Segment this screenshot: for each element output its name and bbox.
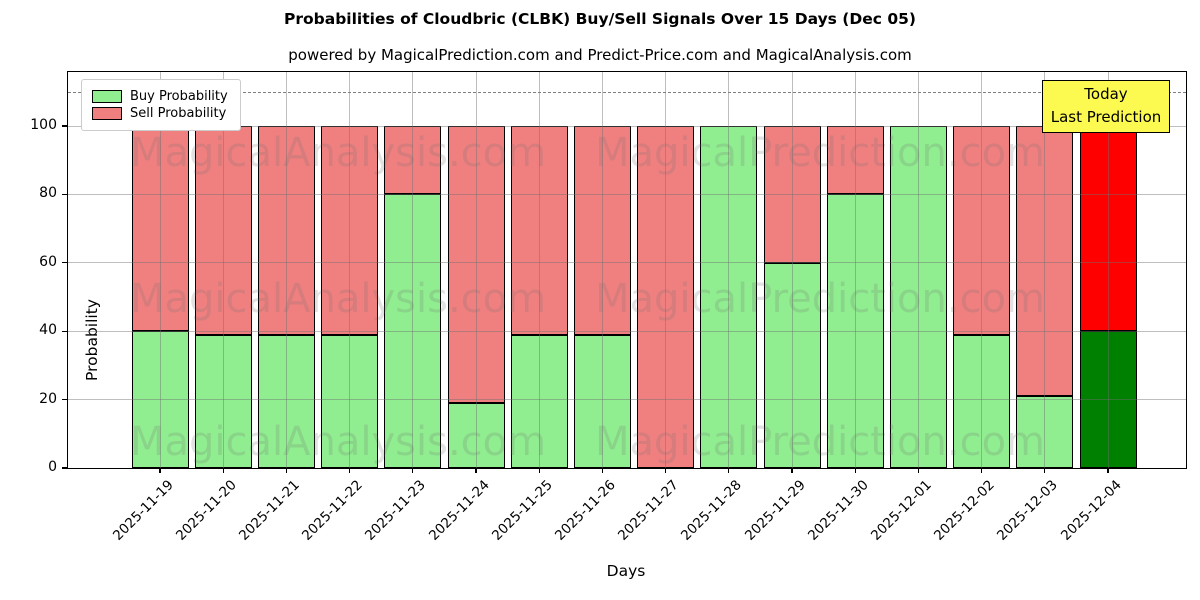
bar-segment-sell [1079, 126, 1137, 332]
x-tick-label: 2025-11-29 [741, 477, 809, 544]
y-tick-label: 40 [39, 322, 57, 339]
legend-buy-label: Buy Probability [130, 89, 228, 104]
x-tick-label: 2025-12-03 [994, 477, 1062, 544]
bar-segment-buy [384, 194, 442, 468]
x-tick-label: 2025-11-19 [109, 477, 177, 544]
x-tick-mark [538, 468, 540, 473]
x-tick-label: 2025-11-22 [299, 477, 366, 544]
bar-segment-buy [889, 126, 947, 468]
bar-segment-buy [321, 334, 379, 468]
x-tick-label: 2025-12-01 [867, 477, 935, 544]
buy-swatch-icon [92, 90, 122, 103]
x-tick-mark [475, 468, 477, 473]
x-tick-label: 2025-11-24 [425, 477, 493, 544]
bar-segment-sell [131, 126, 189, 332]
x-tick-label: 2025-11-21 [235, 477, 303, 544]
sell-swatch-icon [92, 107, 122, 120]
x-tick-mark [980, 468, 983, 473]
legend-sell-label: Sell Probability [130, 106, 227, 121]
x-tick-mark [601, 468, 604, 473]
bar-segment-buy [257, 334, 315, 468]
x-tick-mark [917, 468, 920, 473]
x-tick-mark [728, 468, 730, 473]
bar-segment-buy [763, 262, 821, 468]
chart-title: Probabilities of Cloudbric (CLBK) Buy/Se… [283, 10, 917, 28]
today-annotation-box: Today Last Prediction [1042, 80, 1170, 133]
y-tick-mark [62, 398, 67, 401]
bar-segment-sell [321, 126, 379, 335]
x-tick-mark [159, 468, 161, 473]
y-axis-label: Probability [83, 299, 101, 381]
x-tick-mark [222, 468, 224, 473]
x-tick-label: 2025-11-28 [678, 477, 746, 544]
x-axis-label: Days [606, 562, 646, 580]
bar-segment-buy [953, 334, 1011, 468]
bar-segment-sell [826, 126, 884, 195]
x-tick-label: 2025-12-04 [1057, 477, 1125, 544]
bar-segment-sell [257, 126, 315, 335]
bar-segment-sell [953, 126, 1011, 335]
y-tick-label: 80 [39, 185, 57, 202]
x-tick-label: 2025-11-25 [488, 477, 556, 544]
x-tick-label: 2025-11-30 [804, 477, 872, 544]
legend-row-buy: Buy Probability [92, 89, 228, 104]
y-tick-mark [62, 330, 67, 332]
bar-segment-buy [1079, 331, 1137, 468]
x-tick-label: 2025-11-23 [362, 477, 430, 544]
bar-segment-buy [194, 334, 252, 468]
chart-subtitle: powered by MagicalPrediction.com and Pre… [288, 46, 912, 64]
x-tick-label: 2025-11-20 [172, 477, 240, 544]
y-tick-label: 0 [48, 459, 57, 475]
x-tick-mark [1107, 468, 1109, 473]
x-tick-mark [664, 468, 667, 473]
bar-segment-buy [1016, 396, 1074, 468]
x-tick-label: 2025-11-26 [551, 477, 619, 544]
x-tick-label: 2025-11-27 [615, 477, 682, 544]
y-tick-label: 20 [39, 390, 57, 407]
bar-segment-sell [447, 126, 505, 404]
bar-segment-sell [194, 126, 252, 335]
y-tick-mark [62, 125, 67, 127]
bar-segment-sell [573, 126, 631, 335]
bar-segment-sell [510, 126, 568, 335]
bar-segment-buy [510, 334, 568, 468]
x-tick-mark [348, 468, 351, 473]
bar-segment-buy [447, 403, 505, 468]
y-tick-mark [62, 193, 67, 196]
bar-segment-sell [1016, 126, 1074, 397]
x-tick-label: 2025-12-02 [931, 477, 998, 544]
y-tick-label: 60 [39, 253, 57, 270]
bar-segment-sell [763, 126, 821, 263]
x-tick-mark [285, 468, 288, 473]
bar-segment-buy [826, 194, 884, 468]
today-line2: Last Prediction [1050, 108, 1162, 127]
y-tick-mark [62, 467, 67, 469]
legend: Buy Probability Sell Probability [81, 79, 241, 131]
y-tick-label: 100 [30, 117, 57, 133]
bar-segment-buy [573, 334, 631, 468]
x-tick-mark [854, 468, 856, 473]
today-line1: Today [1084, 85, 1128, 103]
bar-segment-sell [637, 126, 695, 468]
bar-segment-sell [384, 126, 442, 195]
legend-row-sell: Sell Probability [92, 106, 228, 121]
bar-segment-buy [131, 331, 189, 468]
plot-area: Buy Probability Sell Probability Today L… [62, 71, 1187, 473]
y-tick-mark [62, 262, 67, 264]
x-tick-mark [1044, 468, 1046, 473]
bar-segment-buy [700, 126, 758, 468]
x-tick-mark [412, 468, 414, 473]
x-tick-mark [791, 468, 793, 473]
